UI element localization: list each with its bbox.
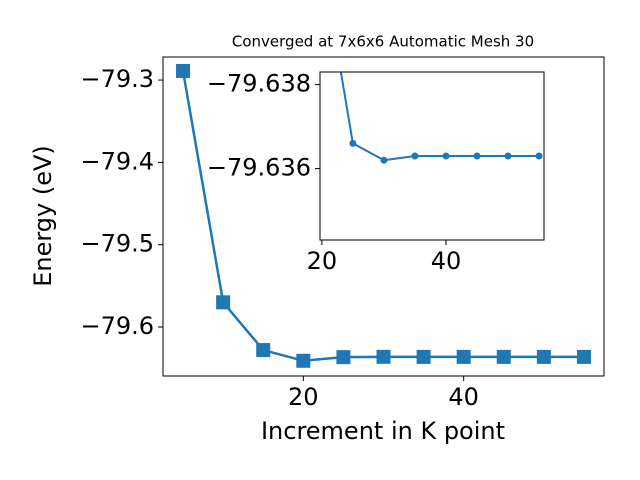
y-axis-label: Energy (eV) [29,145,57,287]
marker [176,63,191,78]
series-line [339,72,540,162]
x-tick-label: 20 [288,383,319,411]
marker [336,350,351,365]
x-tick-label: 20 [307,247,338,275]
x-axis-label: Increment in K point [261,417,505,445]
marker [536,349,551,364]
plot-area [339,72,543,164]
marker [504,152,512,160]
marker [256,343,271,358]
marker [416,349,431,364]
y-tick-label: −79.638 [207,70,311,98]
axes-frame [319,71,545,241]
marker [442,152,450,160]
y-tick-label: −79.5 [80,230,154,258]
marker [535,152,543,160]
y-tick-label: −79.3 [80,65,154,93]
y-tick-label: −79.636 [207,154,311,182]
marker [216,295,231,310]
marker [473,152,481,160]
y-tick-label: −79.4 [80,147,154,175]
axes-frame [162,56,605,377]
marker [376,349,391,364]
marker [411,152,419,160]
marker [349,139,357,147]
marker [576,349,591,364]
chart-title: Converged at 7x6x6 Automatic Mesh 30 [232,33,534,51]
marker [296,353,311,368]
x-tick-label: 40 [431,247,462,275]
x-tick-label: 40 [448,383,479,411]
y-tick-label: −79.6 [80,312,154,340]
plot-area [176,63,591,368]
marker [380,156,388,164]
marker [496,349,511,364]
marker [456,349,471,364]
